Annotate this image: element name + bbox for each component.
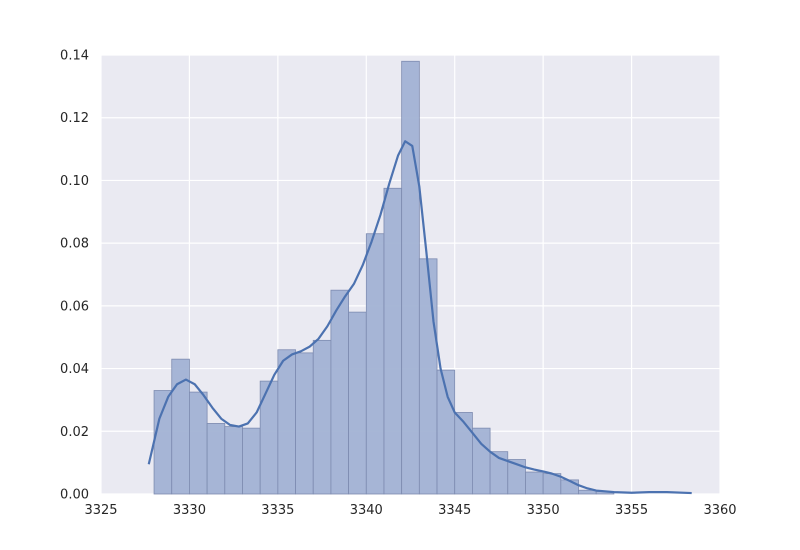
x-tick-label: 3330 (173, 503, 206, 518)
y-tick-label: 0.00 (60, 488, 89, 503)
histogram-bar (242, 427, 261, 495)
x-tick-label: 3360 (703, 503, 736, 518)
y-tick-label: 0.06 (60, 299, 89, 314)
x-tick-label: 3325 (84, 503, 117, 518)
histogram-bar (224, 426, 243, 495)
y-tick-label: 0.04 (60, 362, 89, 377)
histogram-bar (365, 233, 385, 495)
x-tick-label: 3335 (261, 503, 294, 518)
histogram-bar (471, 427, 491, 495)
x-tick-label: 3340 (350, 503, 383, 518)
y-tick-label: 0.10 (60, 174, 89, 189)
y-tick-label: 0.14 (60, 49, 89, 64)
x-tick-label: 3345 (438, 503, 471, 518)
histogram-bar (383, 187, 403, 495)
histogram-bar (348, 311, 367, 495)
kde-curve (147, 140, 692, 495)
histogram-bar (525, 471, 544, 495)
histogram-bar (295, 352, 314, 495)
x-tick-label: 3355 (615, 503, 648, 518)
histogram-bar (418, 258, 438, 495)
x-axis-ticks: 3325 3330 3335 3340 3345 3350 3355 3360 (84, 503, 736, 518)
histogram-bar (312, 339, 332, 495)
histogram-bar (153, 390, 173, 495)
histogram-bar (206, 423, 226, 495)
histogram-bar (189, 391, 208, 495)
histogram-bars (153, 60, 615, 495)
histogram-bar (454, 412, 473, 495)
y-axis-ticks: 0.00 0.02 0.04 0.06 0.08 0.10 0.12 0.14 (60, 49, 89, 503)
y-tick-label: 0.08 (60, 237, 89, 252)
y-tick-label: 0.12 (60, 111, 89, 126)
histogram-bar (401, 60, 420, 495)
x-tick-label: 3350 (527, 503, 560, 518)
histogram-bar (277, 349, 296, 495)
y-tick-label: 0.02 (60, 425, 89, 440)
histogram-bar (330, 289, 349, 495)
